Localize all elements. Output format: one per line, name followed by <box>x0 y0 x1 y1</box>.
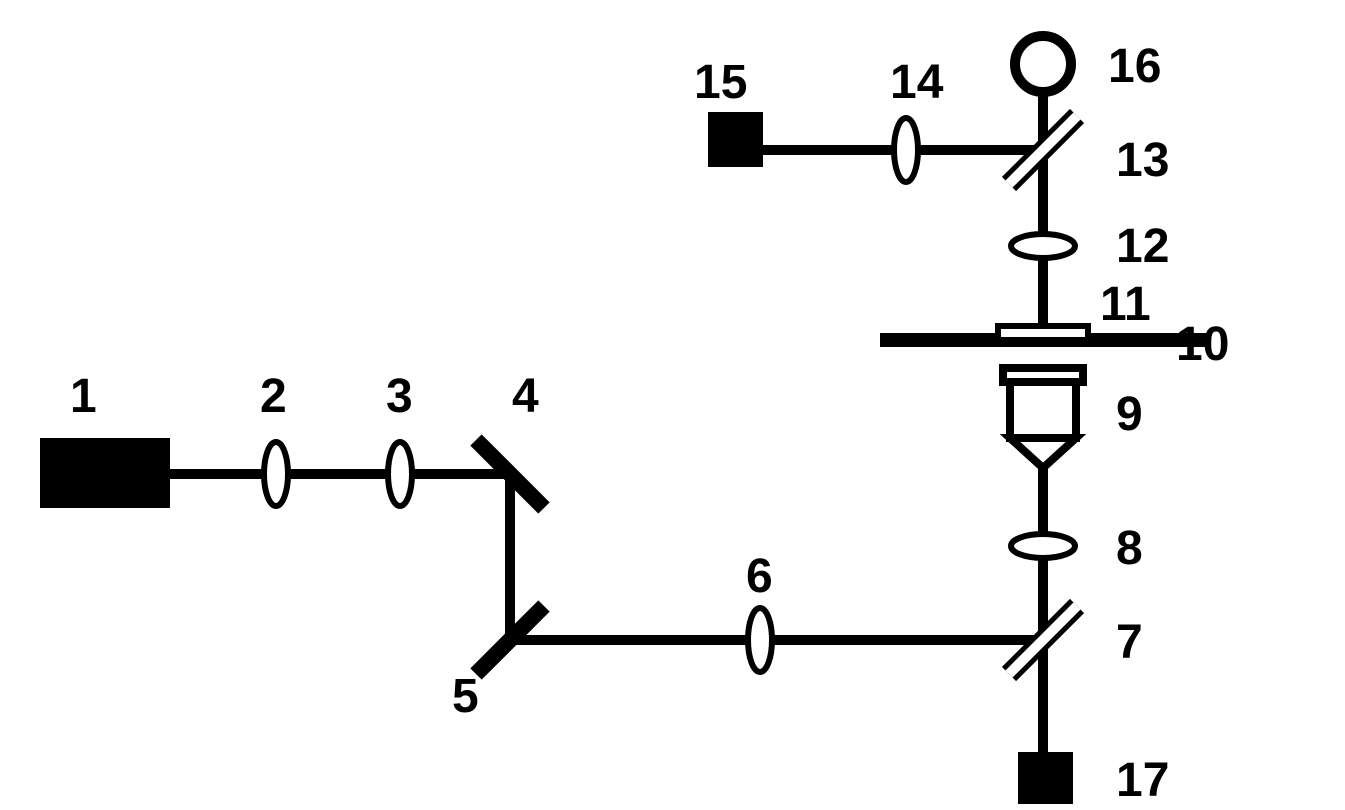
lens-12 <box>1011 234 1075 258</box>
label-7: 7 <box>1116 616 1143 669</box>
label-10: 10 <box>1176 318 1229 371</box>
objective-body <box>1010 382 1076 438</box>
lens-2 <box>264 442 288 506</box>
label-3: 3 <box>386 370 413 423</box>
label-12: 12 <box>1116 220 1169 273</box>
label-1: 1 <box>70 370 97 423</box>
objective-nose <box>1010 438 1076 468</box>
label-15: 15 <box>694 56 747 109</box>
label-9: 9 <box>1116 388 1143 441</box>
label-16: 16 <box>1108 40 1161 93</box>
detector-box-17 <box>1018 752 1073 804</box>
label-8: 8 <box>1116 522 1143 575</box>
label-2: 2 <box>260 370 287 423</box>
lens-14 <box>894 118 918 182</box>
label-17: 17 <box>1116 754 1169 807</box>
eyepiece-circle-16 <box>1015 36 1071 92</box>
label-14: 14 <box>890 56 944 109</box>
lens-6 <box>748 608 772 672</box>
lens-3 <box>388 442 412 506</box>
label-4: 4 <box>512 370 539 423</box>
detector-box-15 <box>708 112 763 167</box>
label-6: 6 <box>746 550 773 603</box>
lens-8 <box>1011 534 1075 558</box>
label-11: 11 <box>1100 278 1151 331</box>
sample-slide-11 <box>998 326 1088 340</box>
label-13: 13 <box>1116 134 1169 187</box>
label-5: 5 <box>452 670 479 723</box>
source-box-1 <box>40 438 170 508</box>
